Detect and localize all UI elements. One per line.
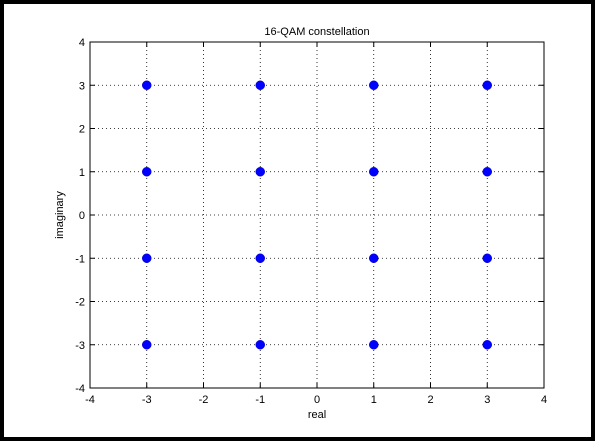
x-tick-label: -1 — [255, 394, 265, 406]
data-point — [255, 167, 265, 177]
x-tick-label: 4 — [541, 394, 547, 406]
y-tick-label: -3 — [75, 340, 85, 352]
data-point — [255, 253, 265, 263]
y-axis-title: imaginary — [54, 191, 66, 239]
grid — [90, 42, 544, 388]
x-tick-label: 2 — [427, 394, 433, 406]
x-tick-labels: -4 -3 -2 -1 0 1 2 3 4 — [85, 394, 547, 406]
y-tick-label: 1 — [79, 167, 85, 179]
data-point — [369, 340, 379, 350]
data-point — [142, 340, 152, 350]
y-tick-label: -1 — [75, 253, 85, 265]
data-point — [369, 253, 379, 263]
y-tick-label: 3 — [79, 80, 85, 92]
chart-title: 16-QAM constellation — [264, 26, 369, 38]
data-point — [369, 80, 379, 90]
data-point — [482, 167, 492, 177]
ticks — [89, 41, 545, 389]
x-tick-label: -4 — [85, 394, 95, 406]
x-tick-label: 1 — [371, 394, 377, 406]
data-point — [255, 340, 265, 350]
x-tick-label: 3 — [484, 394, 490, 406]
data-point — [255, 80, 265, 90]
data-point — [369, 167, 379, 177]
data-point — [142, 167, 152, 177]
data-points — [142, 80, 492, 350]
data-point — [482, 253, 492, 263]
y-tick-label: 4 — [79, 37, 85, 49]
y-tick-label: 0 — [79, 210, 85, 222]
x-axis-title: real — [308, 409, 326, 421]
data-point — [142, 80, 152, 90]
x-tick-label: 0 — [314, 394, 320, 406]
y-tick-label: -4 — [75, 383, 85, 395]
data-point — [482, 340, 492, 350]
data-point — [142, 253, 152, 263]
y-tick-label: 2 — [79, 124, 85, 136]
data-point — [482, 80, 492, 90]
y-tick-labels: -4 -3 -2 -1 0 1 2 3 4 — [75, 37, 85, 395]
y-tick-label: -2 — [75, 297, 85, 309]
x-tick-label: -3 — [142, 394, 152, 406]
x-tick-label: -2 — [199, 394, 209, 406]
